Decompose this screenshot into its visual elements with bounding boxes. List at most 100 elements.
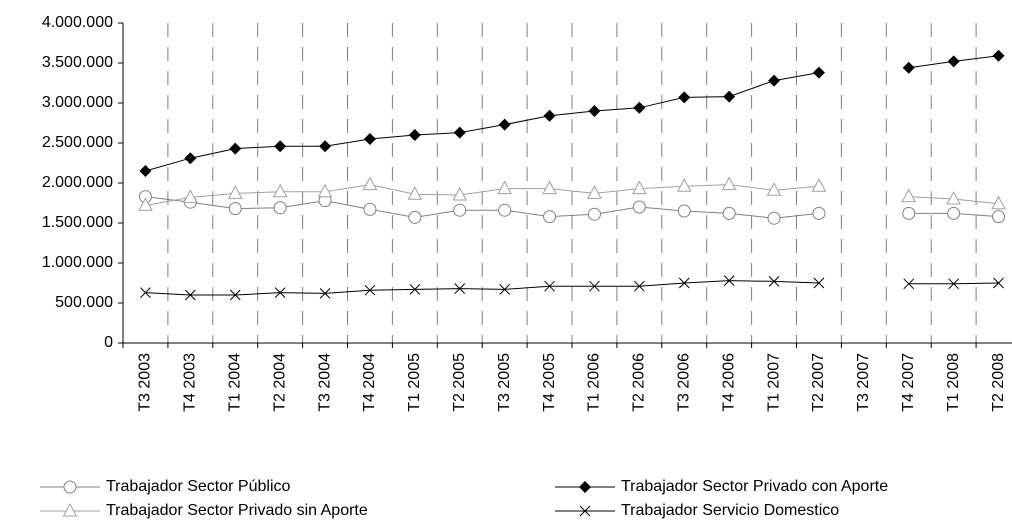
point <box>632 180 647 195</box>
point <box>229 142 242 155</box>
x-tick-label: T2 2007 <box>810 353 827 412</box>
point <box>184 289 196 301</box>
y-tick-label: 500.000 <box>55 294 113 311</box>
x-tick-label: T3 2003 <box>137 353 154 412</box>
point <box>812 206 826 220</box>
point <box>453 203 467 217</box>
point <box>947 206 961 220</box>
point <box>498 203 512 217</box>
point <box>767 211 781 225</box>
point <box>362 176 378 191</box>
legend-marker <box>62 502 78 517</box>
point <box>992 49 1005 62</box>
point <box>722 206 736 220</box>
x-tick-label: T2 2005 <box>451 353 468 412</box>
point <box>453 126 466 139</box>
point <box>632 200 646 214</box>
point <box>363 133 376 145</box>
point <box>587 207 601 221</box>
point <box>498 118 511 131</box>
point <box>948 278 960 290</box>
point <box>497 180 512 195</box>
point <box>229 289 241 301</box>
point <box>993 277 1004 289</box>
point <box>184 152 197 165</box>
point <box>274 140 287 153</box>
x-tick-label: T1 2005 <box>406 353 423 412</box>
point <box>678 277 690 289</box>
point <box>452 186 468 201</box>
point <box>139 165 152 177</box>
x-tick-label: T2 2008 <box>990 353 1007 412</box>
x-tick-label: T1 2006 <box>586 353 603 412</box>
x-tick-label: T3 2006 <box>675 353 692 412</box>
point <box>364 284 376 296</box>
legend-marker <box>579 481 591 493</box>
point <box>319 140 332 153</box>
x-tick-label: T4 2004 <box>361 353 378 412</box>
x-tick-label: T1 2004 <box>226 353 243 412</box>
legend-label: Trabajador Sector Público <box>106 478 290 495</box>
point <box>228 202 242 216</box>
point <box>633 101 646 114</box>
point <box>363 202 377 216</box>
point <box>766 182 782 196</box>
y-tick-label: 1.000.000 <box>42 254 113 271</box>
point <box>633 280 645 292</box>
point <box>408 210 422 224</box>
y-tick-label: 3.500.000 <box>42 54 113 71</box>
point <box>273 201 287 215</box>
point <box>588 105 601 117</box>
point <box>901 188 917 203</box>
point <box>676 178 692 192</box>
legend-marker <box>63 480 77 494</box>
point <box>812 66 825 79</box>
x-tick-label: T4 2007 <box>900 353 917 412</box>
point <box>587 185 602 199</box>
point <box>140 287 151 298</box>
point <box>721 176 737 191</box>
x-tick-label: T1 2008 <box>945 353 962 412</box>
y-tick-label: 4.000.000 <box>42 14 113 31</box>
y-tick-label: 1.500.000 <box>42 214 113 231</box>
point <box>542 180 557 195</box>
y-tick-label: 2.500.000 <box>42 134 113 151</box>
point <box>811 178 827 192</box>
x-tick-label: T2 2004 <box>271 353 288 412</box>
point <box>768 74 781 87</box>
x-tick-label: T3 2005 <box>496 353 513 412</box>
point <box>678 91 691 104</box>
x-tick-label: T2 2006 <box>631 353 648 412</box>
y-tick-label: 0 <box>104 334 113 351</box>
x-tick-label: T1 2007 <box>765 353 782 412</box>
point <box>813 277 825 289</box>
point <box>543 210 557 224</box>
legend-label: Trabajador Sector Privado sin Aporte <box>106 502 368 519</box>
point <box>454 283 466 294</box>
point <box>903 278 915 290</box>
point <box>407 186 423 200</box>
point <box>992 210 1006 224</box>
legend-label: Trabajador Sector Privado con Aporte <box>621 478 888 495</box>
point <box>543 109 556 122</box>
point <box>902 61 915 74</box>
point <box>723 275 735 286</box>
x-tick-label: T3 2007 <box>855 353 872 412</box>
legend-label: Trabajador Servicio Domestico <box>621 502 839 519</box>
point <box>183 189 198 203</box>
point <box>409 284 421 295</box>
point <box>723 90 736 103</box>
point <box>946 190 961 205</box>
x-tick-label: T4 2005 <box>541 353 558 412</box>
point <box>408 129 421 141</box>
point <box>947 55 960 68</box>
x-tick-label: T3 2004 <box>316 353 333 412</box>
point <box>319 288 331 299</box>
y-tick-label: 3.000.000 <box>42 94 113 111</box>
point <box>902 206 916 220</box>
point <box>677 204 691 218</box>
point <box>317 183 333 198</box>
x-tick-label: T4 2003 <box>182 353 199 412</box>
x-tick-label: T4 2006 <box>720 353 737 412</box>
